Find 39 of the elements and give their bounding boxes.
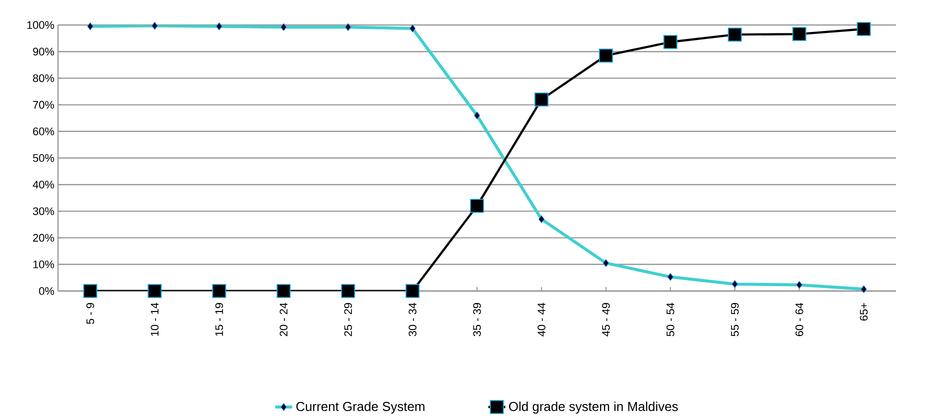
y-tick-label: 0%	[39, 287, 54, 295]
x-tick-label: 60 - 64	[795, 302, 804, 336]
point	[856, 22, 871, 36]
point	[148, 284, 162, 298]
x-tick-label: 50 - 54	[666, 302, 674, 336]
legend-label: Current Grade System	[296, 402, 424, 414]
x-tick-label: 20 - 24	[280, 302, 288, 336]
point	[470, 198, 484, 213]
y-tick-label: 70%	[33, 100, 54, 109]
y-tick-label: 80%	[33, 74, 54, 82]
point	[598, 48, 613, 63]
point	[534, 92, 548, 106]
x-tick-label: 30 - 34	[408, 302, 416, 336]
y-tick-label: 20%	[33, 234, 54, 242]
point	[663, 35, 678, 50]
y-tick-label: 100%	[27, 21, 54, 29]
x-tick-label: 55 - 59	[730, 303, 739, 336]
x-tick-label: 35 - 39	[473, 303, 481, 336]
x-tick-label: 5 - 9	[86, 303, 94, 324]
point	[406, 284, 420, 298]
x-tick-label: 25 - 29	[344, 303, 352, 336]
point	[276, 284, 291, 298]
point	[728, 28, 742, 42]
point	[83, 284, 98, 298]
x-tick-label: 40 - 44	[538, 302, 546, 336]
point	[792, 27, 806, 42]
x-tick-label: 65+	[860, 303, 868, 321]
y-tick-label: 90%	[33, 48, 54, 56]
point	[212, 284, 226, 298]
legend-label: Old grade system in Maldives	[509, 402, 678, 414]
x-tick-label: 10 - 14	[150, 302, 159, 336]
y-tick-label: 50%	[32, 154, 54, 162]
y-tick-label: 10%	[33, 260, 54, 268]
x-tick-label: 15 - 19	[215, 303, 224, 336]
y-tick-label: 60%	[33, 128, 54, 136]
y-tick-label: 40%	[32, 180, 54, 188]
point	[341, 284, 356, 298]
x-tick-label: 45 - 49	[602, 303, 610, 336]
y-tick-label: 30%	[32, 207, 54, 216]
